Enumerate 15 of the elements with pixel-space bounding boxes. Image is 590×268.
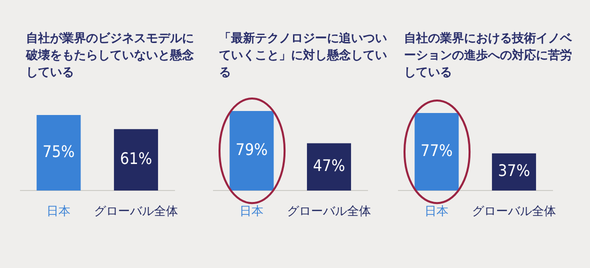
- data-label: 75%: [42, 142, 75, 161]
- chart-title: 自社が業界のビジネスモデルに破壊をもたらしていないと懸念している: [26, 30, 195, 81]
- data-label: 61%: [120, 149, 152, 168]
- x-tick-label: 日本: [240, 204, 264, 218]
- chart-title: 自社の業界における技術イノベーションの進歩への対応に苦労している: [404, 30, 573, 81]
- chart-title: 「最新テクノロジーに追いついていくこと」に対し懸念している: [219, 30, 388, 81]
- data-label: 79%: [236, 140, 268, 159]
- x-tick-label: 日本: [46, 204, 71, 218]
- data-label: 37%: [498, 161, 530, 180]
- data-label: 77%: [420, 140, 453, 160]
- x-tick-label: グローバル全体: [287, 204, 371, 218]
- x-tick-label: グローバル全体: [94, 204, 178, 218]
- x-tick-label: グローバル全体: [472, 204, 556, 218]
- data-label: 47%: [313, 156, 345, 176]
- x-tick-label: 日本: [424, 204, 449, 218]
